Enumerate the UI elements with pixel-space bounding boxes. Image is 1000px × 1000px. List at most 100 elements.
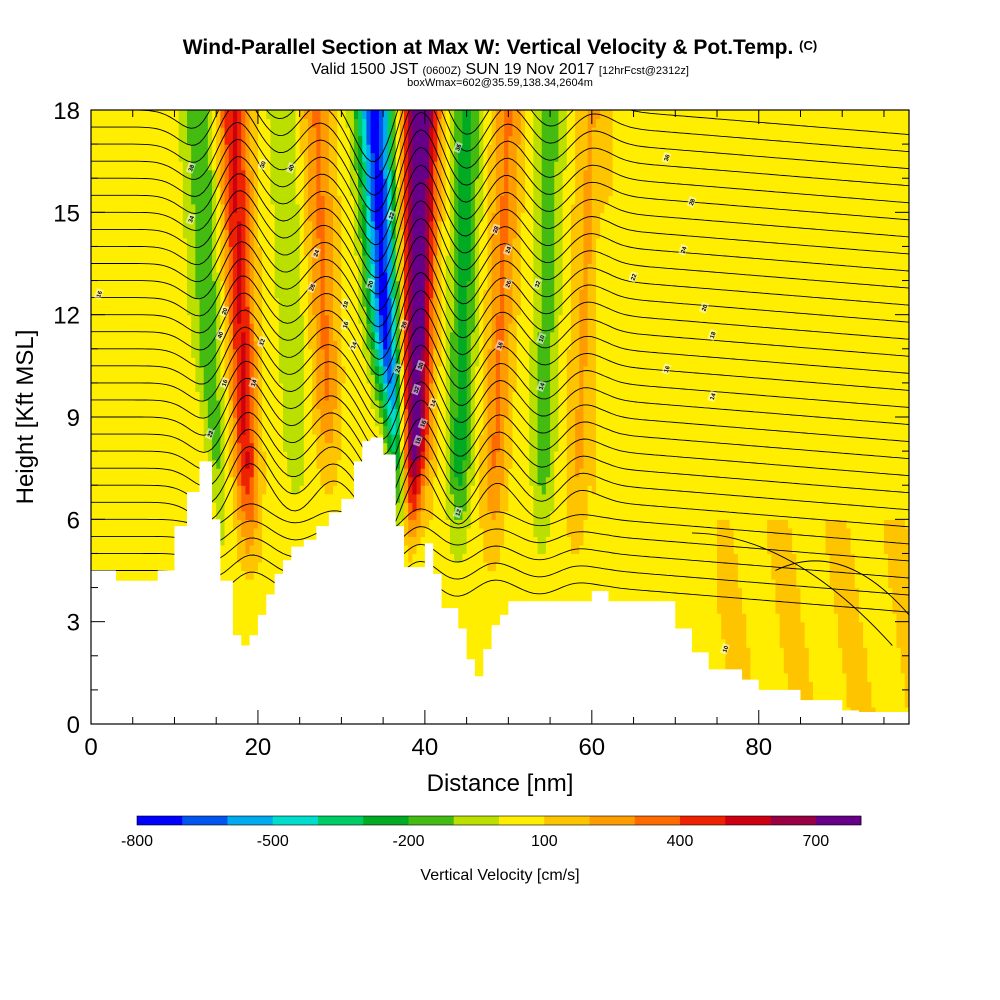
velocity-cell [316, 254, 322, 265]
velocity-cell [370, 425, 376, 435]
velocity-cell [149, 297, 155, 307]
velocity-cell [320, 289, 326, 299]
velocity-cell [278, 510, 284, 520]
velocity-cell [333, 434, 338, 444]
velocity-cell [103, 425, 109, 435]
velocity-cell [174, 127, 180, 137]
velocity-cell [278, 544, 284, 555]
velocity-cell [362, 135, 368, 145]
velocity-cell [136, 519, 142, 529]
velocity-cell [245, 169, 251, 179]
velocity-cell [157, 536, 163, 546]
velocity-cell [228, 442, 234, 452]
velocity-cell [182, 186, 188, 196]
velocity-cell [91, 127, 96, 137]
velocity-cell [232, 621, 238, 631]
velocity-cell [153, 203, 159, 213]
velocity-cell [241, 510, 247, 520]
velocity-cell [337, 382, 342, 393]
velocity-cell [253, 510, 259, 520]
velocity-cell [245, 203, 251, 213]
velocity-cell [103, 229, 109, 239]
velocity-cell [191, 289, 196, 299]
velocity-cell [278, 127, 284, 137]
velocity-cell [116, 527, 121, 537]
velocity-cell [191, 365, 196, 375]
velocity-cell [370, 417, 376, 427]
velocity-cell [341, 263, 347, 273]
velocity-cell [174, 425, 180, 435]
velocity-cell [328, 331, 334, 341]
velocity-cell [237, 229, 242, 239]
velocity-cell [124, 246, 130, 256]
velocity-cell [124, 348, 130, 358]
velocity-cell [166, 297, 171, 307]
velocity-cell [186, 365, 192, 375]
velocity-cell [353, 391, 359, 401]
velocity-cell [99, 527, 105, 537]
velocity-cell [366, 331, 372, 341]
velocity-cell [199, 144, 205, 154]
velocity-cell [141, 323, 146, 333]
velocity-cell [182, 178, 188, 188]
velocity-cell [228, 161, 234, 171]
velocity-cell [324, 314, 330, 324]
velocity-cell [203, 382, 209, 393]
velocity-cell [116, 476, 121, 486]
velocity-cell [170, 169, 176, 179]
velocity-cell [232, 399, 238, 410]
velocity-cell [249, 476, 255, 486]
velocity-cell [145, 434, 151, 444]
velocity-cell [186, 434, 192, 444]
velocity-cell [299, 459, 305, 469]
velocity-cell [345, 203, 351, 213]
velocity-cell [170, 553, 176, 563]
velocity-cell [178, 229, 184, 239]
velocity-cell [278, 306, 284, 316]
velocity-cell [308, 118, 313, 128]
velocity-cell [212, 254, 217, 265]
velocity-cell [220, 570, 226, 580]
velocity-cell [203, 246, 209, 256]
velocity-cell [149, 220, 155, 230]
velocity-cell [224, 553, 230, 563]
velocity-cell [324, 220, 330, 230]
velocity-cell [341, 289, 347, 299]
velocity-cell [312, 442, 317, 452]
velocity-cell [241, 135, 247, 145]
velocity-cell [291, 348, 297, 358]
velocity-cell [174, 314, 180, 324]
velocity-cell [91, 144, 96, 154]
velocity-cell [241, 365, 247, 375]
velocity-cell [212, 263, 217, 273]
velocity-cell [366, 374, 372, 384]
velocity-cell [166, 382, 171, 393]
velocity-cell [324, 451, 330, 461]
velocity-cell [116, 399, 121, 410]
velocity-cell [153, 127, 159, 137]
velocity-cell [107, 365, 113, 375]
velocity-cell [274, 127, 280, 137]
velocity-cell [241, 348, 247, 358]
velocity-cell [216, 434, 221, 444]
velocity-cell [232, 434, 238, 444]
velocity-cell [116, 280, 121, 290]
velocity-cell [237, 374, 242, 384]
velocity-cell [216, 442, 221, 452]
velocity-cell [324, 229, 330, 239]
velocity-cell [358, 323, 363, 333]
velocity-cell [312, 476, 317, 486]
velocity-cell [149, 314, 155, 324]
velocity-cell [266, 365, 272, 375]
velocity-cell [299, 152, 305, 162]
velocity-cell [341, 186, 347, 196]
velocity-cell [241, 451, 247, 461]
velocity-cell [99, 459, 105, 469]
velocity-cell [253, 254, 259, 265]
velocity-cell [278, 485, 284, 495]
velocity-cell [362, 220, 368, 230]
velocity-cell [349, 493, 355, 503]
velocity-cell [358, 434, 363, 444]
velocity-cell [99, 127, 105, 137]
velocity-cell [212, 178, 217, 188]
